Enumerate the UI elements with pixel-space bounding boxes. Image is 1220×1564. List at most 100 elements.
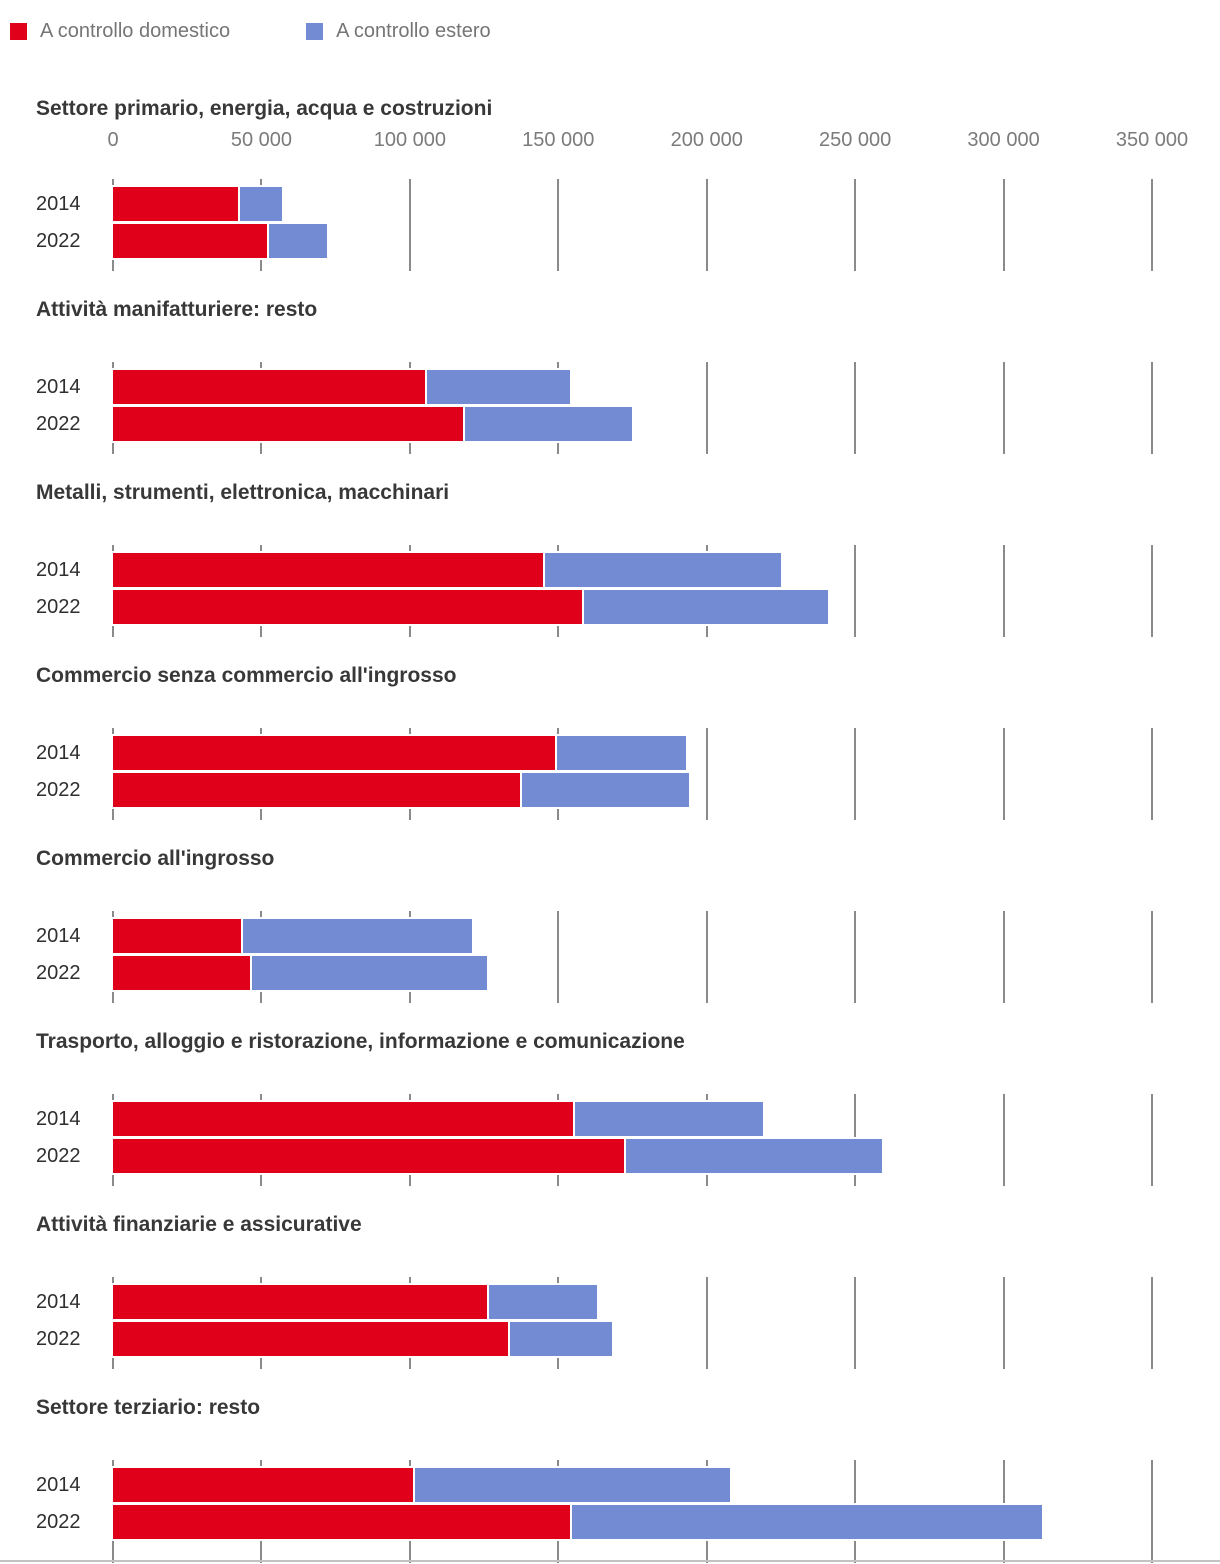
bar-segment-domestico [113, 773, 520, 807]
year-label: 2014 [36, 559, 81, 581]
bar-segment-estero [543, 553, 781, 587]
plot-area: 2014 2022 [0, 362, 1220, 454]
bar-segment-domestico [113, 1102, 574, 1136]
gridline [557, 911, 560, 1003]
legend-item-domestico: A controllo domestico [10, 20, 230, 43]
plot-area: 2014 2022 [0, 1094, 1220, 1186]
bar-segment-domestico [113, 1468, 413, 1502]
gridline [1151, 911, 1153, 1003]
plot-area: 2014 2022 [0, 179, 1220, 271]
sector-section: Commercio senza commercio all'ingrosso 2… [0, 663, 1220, 820]
sector-section: Attività finanziarie e assicurative 2014… [0, 1212, 1220, 1369]
gridline [1002, 545, 1005, 637]
sector-section: Settore terziario: resto 2014 2022 [0, 1395, 1220, 1563]
bar-segment-domestico [113, 736, 556, 770]
bar-segment-estero [555, 736, 686, 770]
stacked-bar [110, 917, 475, 955]
gridline [557, 179, 560, 271]
year-label: 2014 [36, 1474, 81, 1496]
bar-segment-domestico [113, 1505, 571, 1539]
bar-segment-domestico [113, 187, 238, 221]
stacked-bar [111, 1137, 884, 1175]
stacked-bar [110, 1503, 1045, 1541]
stacked-bar [110, 368, 573, 406]
x-tick-label: 350 000 [1115, 129, 1189, 151]
stacked-bar [110, 954, 490, 992]
bar-segment-estero [424, 370, 571, 404]
plot-area: 2014 2022 [0, 728, 1220, 820]
year-label: 2014 [36, 376, 81, 398]
bar-segment-estero [412, 1468, 731, 1502]
gridline [854, 728, 857, 820]
bar-segment-estero [240, 919, 473, 953]
gridline [1002, 728, 1005, 820]
legend-swatch-domestico-icon [10, 23, 27, 40]
bar-segment-estero [582, 590, 829, 624]
legend-label-domestico: A controllo domestico [40, 20, 231, 42]
gridline [705, 362, 708, 454]
gridline [705, 1277, 708, 1369]
bar-segment-estero [570, 1505, 1043, 1539]
sector-title: Attività finanziarie e assicurative [36, 1213, 362, 1236]
bar-segment-domestico [113, 224, 268, 258]
bar-segment-domestico [113, 590, 583, 624]
sector-title: Attività manifatturiere: resto [36, 298, 318, 321]
year-label: 2014 [36, 193, 81, 215]
x-tick-label: 100 000 [373, 129, 447, 151]
bar-segment-estero [487, 1285, 597, 1319]
sector-title: Metalli, strumenti, elettronica, macchin… [36, 481, 450, 504]
bar-segment-estero [623, 1139, 882, 1173]
sector-section: Attività manifatturiere: resto 2014 2022 [0, 297, 1220, 454]
sector-title: Trasporto, alloggio e ristorazione, info… [36, 1030, 685, 1053]
plot-area: 2014 2022 [0, 1460, 1220, 1563]
year-label: 2022 [36, 596, 81, 618]
sector-section: Trasporto, alloggio e ristorazione, info… [0, 1029, 1220, 1186]
x-tick-label: 300 000 [967, 129, 1040, 151]
stacked-bar [111, 222, 329, 260]
year-label: 2022 [36, 962, 81, 984]
gridline [408, 179, 411, 271]
gridline [1151, 1460, 1153, 1563]
bar-segment-estero [237, 187, 283, 221]
stacked-bar [110, 405, 635, 443]
stacked-bar [111, 1320, 614, 1358]
bar-segment-domestico [113, 370, 425, 404]
bar-segment-estero [249, 956, 488, 990]
stacked-bar [111, 1283, 599, 1321]
gridline [1151, 728, 1153, 820]
year-label: 2014 [36, 925, 81, 947]
sector-section: Commercio all'ingrosso 2014 2022 [0, 846, 1220, 1003]
gridline [705, 728, 708, 820]
bar-segment-estero [507, 1322, 612, 1356]
plot-area: 2014 2022 [0, 545, 1220, 637]
legend-item-estero: A controllo estero [306, 20, 491, 43]
x-tick-label: 150 000 [522, 129, 595, 151]
gridline [1151, 1277, 1153, 1369]
gridline [1002, 179, 1005, 271]
sector-title: Commercio all'ingrosso [36, 847, 275, 870]
gridline [1002, 911, 1005, 1003]
gridline [1151, 362, 1153, 454]
bar-segment-domestico [113, 919, 241, 953]
gridline [1151, 545, 1153, 637]
gridline [1002, 1094, 1005, 1186]
year-label: 2022 [36, 1145, 81, 1167]
year-label: 2014 [36, 1291, 81, 1313]
x-tick-label: 200 000 [670, 129, 743, 151]
sector-section: Metalli, strumenti, elettronica, macchin… [0, 480, 1220, 637]
year-label: 2022 [36, 1328, 81, 1350]
chart-sections: Settore primario, energia, acqua e costr… [0, 96, 1220, 1563]
x-tick-label: 50 000 [230, 129, 293, 151]
stacked-bar [110, 185, 285, 223]
gridline [1002, 1277, 1005, 1369]
sector-title: Settore primario, energia, acqua e costr… [36, 97, 493, 120]
year-label: 2022 [36, 779, 81, 801]
bar-segment-domestico [113, 1285, 488, 1319]
gridline [1151, 179, 1153, 271]
year-label: 2022 [36, 230, 81, 252]
gridline [854, 179, 857, 271]
plot-area: 2014 2022 [0, 1277, 1220, 1369]
gridline [854, 1277, 857, 1369]
bar-segment-domestico [113, 553, 544, 587]
year-label: 2022 [36, 1511, 81, 1533]
